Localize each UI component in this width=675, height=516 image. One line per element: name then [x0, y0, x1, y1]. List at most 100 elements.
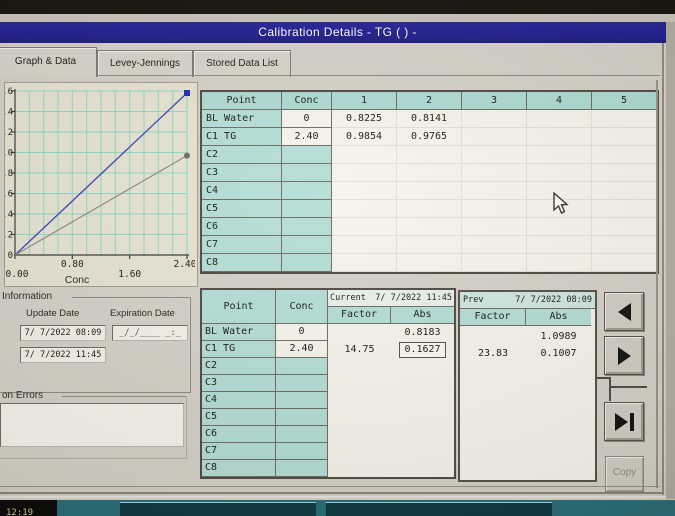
svg-text:2.40: 2.40: [174, 259, 195, 270]
abs-cell: [462, 128, 527, 146]
mouse-cursor: [553, 192, 569, 214]
tab-stored-data-list[interactable]: Stored Data List: [193, 50, 291, 77]
prev-abs-value: 0.1007: [540, 348, 577, 359]
conc-cell[interactable]: 2.40: [276, 341, 328, 358]
current-label: Current: [330, 293, 366, 303]
factor-table-left: Point Conc BL Water 0 C1 TG 2.40 C2 C3 C…: [202, 290, 328, 477]
current-panel-header: Current 7/ 7/2022 11:45: [328, 290, 454, 307]
tab-graph-and-data[interactable]: Graph & Data: [0, 47, 97, 77]
svg-text:0.2: 0.2: [5, 231, 13, 241]
point-cell[interactable]: C2: [202, 358, 276, 375]
dialog-edge: [662, 43, 664, 495]
current-abs-value-selected[interactable]: 0.1627: [391, 341, 454, 358]
point-link[interactable]: BL Water: [202, 324, 276, 341]
prev-label: Prev: [463, 295, 484, 305]
calibration-graph: 1.6 1.4 1.2 1.0 0.8 0.6 0.4 0.2 0 0.00 0…: [0, 87, 197, 286]
expiration-date-label: Expiration Date: [110, 308, 175, 319]
tab-levey-jennings-chart[interactable]: Levey-Jennings chart: [97, 50, 193, 94]
conc-cell[interactable]: [276, 443, 328, 460]
calibration-points-table: Point Conc 1 2 3 4 5 BL Water 0 0.8225 0…: [200, 90, 659, 274]
point-cell: C8: [202, 254, 282, 272]
errors-textbox[interactable]: [0, 403, 184, 447]
svg-text:0.00: 0.00: [6, 269, 29, 280]
x-axis-label: Conc: [65, 274, 90, 284]
svg-text:1.4: 1.4: [5, 108, 13, 118]
point-cell[interactable]: C8: [202, 460, 276, 477]
col-header-conc: Conc: [276, 290, 328, 324]
conc-cell: [282, 164, 332, 182]
previous-calibration-line: [14, 155, 188, 256]
current-date: 7/ 7/2022 11:45: [375, 293, 452, 303]
prev-factor-header: Factor: [460, 309, 526, 326]
taskbar-clock: 12:19: [0, 500, 57, 516]
conc-cell[interactable]: [276, 392, 328, 409]
current-panel: Current 7/ 7/2022 11:45 Factor Abs 0.818…: [328, 290, 454, 477]
photo-edge-right: [666, 22, 675, 500]
right-triangle-icon: [617, 346, 631, 365]
factor-abs-table: Point Conc BL Water 0 C1 TG 2.40 C2 C3 C…: [200, 288, 456, 479]
point-cell: C4: [202, 182, 282, 200]
conc-cell: [282, 218, 332, 236]
current-abs-value[interactable]: 0.8183: [404, 327, 441, 338]
prev-record-button[interactable]: [604, 292, 644, 331]
svg-text:0.4: 0.4: [5, 210, 13, 220]
col-header-2: 2: [397, 92, 462, 110]
abs-cell: 0.9854: [332, 128, 397, 146]
svg-text:0.8: 0.8: [5, 169, 13, 179]
conc-cell[interactable]: [276, 358, 328, 375]
conc-cell[interactable]: [276, 375, 328, 392]
point-cell: C6: [202, 218, 282, 236]
col-header-point: Point: [202, 92, 282, 110]
prev-abs-header: Abs: [526, 309, 591, 326]
point-cell[interactable]: C5: [202, 409, 276, 426]
col-header-5: 5: [592, 92, 657, 110]
photo-edge-top: [0, 0, 675, 14]
point-link[interactable]: C1 TG: [202, 341, 276, 358]
abs-cell: 0.8225: [332, 110, 397, 128]
conc-cell: [282, 254, 332, 272]
connector-glyph: [609, 377, 611, 401]
calibration-errors-label: on Errors: [2, 390, 44, 401]
expiration-date-field[interactable]: _/_/____ _:_: [112, 325, 188, 341]
abs-cell: [592, 128, 657, 146]
conc-cell: [282, 146, 332, 164]
point-cell: BL Water: [202, 110, 282, 128]
prev-date: 7/ 7/2022 08:09: [515, 295, 592, 305]
taskbar-button[interactable]: [120, 502, 316, 516]
prev-abs-value: 1.0989: [540, 331, 577, 342]
prev-factor-value: 23.83: [477, 348, 509, 359]
abs-cell: [527, 128, 592, 146]
point-cell[interactable]: C7: [202, 443, 276, 460]
last-record-button[interactable]: [604, 402, 644, 441]
col-header-point: Point: [202, 290, 276, 324]
col-header-3: 3: [462, 92, 527, 110]
information-group-label: Information: [2, 291, 53, 302]
point-cell[interactable]: C4: [202, 392, 276, 409]
x-tick-labels: 0.00 0.80 1.60 2.40: [6, 259, 197, 280]
right-triangle-bar-icon: [614, 412, 628, 431]
next-record-button[interactable]: [604, 336, 644, 375]
point-cell[interactable]: C6: [202, 426, 276, 443]
conc-cell[interactable]: [276, 409, 328, 426]
abs-cell: [527, 110, 592, 128]
current-factor-value[interactable]: 14.75: [344, 344, 375, 355]
dialog-edge: [0, 492, 664, 494]
update-date-field-1: 7/ 7/2022 08:09: [20, 325, 106, 341]
conc-cell[interactable]: [276, 460, 328, 477]
current-abs-header: Abs: [391, 307, 454, 324]
abs-cell: 0.9765: [397, 128, 462, 146]
point-cell: C1 TG: [202, 128, 282, 146]
graph-axes: [11, 89, 189, 259]
conc-cell[interactable]: [276, 426, 328, 443]
calibration-graph-panel: 1.6 1.4 1.2 1.0 0.8 0.6 0.4 0.2 0 0.00 0…: [0, 82, 198, 287]
abs-cell: [462, 110, 527, 128]
conc-cell[interactable]: 0: [276, 324, 328, 341]
col-header-1: 1: [332, 92, 397, 110]
dialog-edge: [0, 496, 666, 498]
point-cell[interactable]: C3: [202, 375, 276, 392]
taskbar-button[interactable]: [326, 502, 552, 516]
col-header-4: 4: [527, 92, 592, 110]
svg-text:0: 0: [8, 251, 13, 261]
svg-text:1.60: 1.60: [118, 269, 141, 280]
left-triangle-icon: [617, 302, 631, 321]
